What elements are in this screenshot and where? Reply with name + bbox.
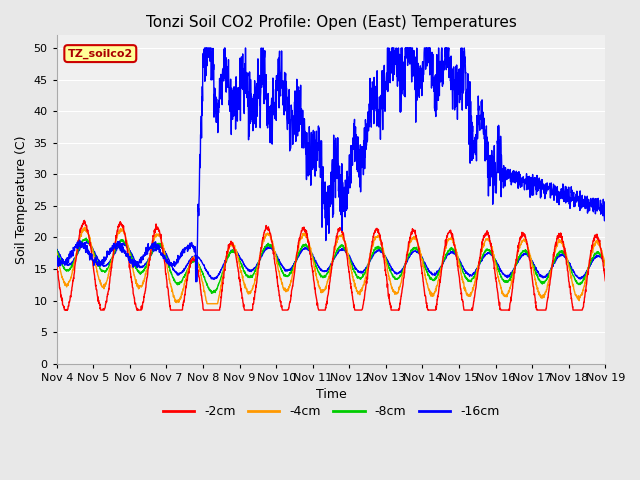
Y-axis label: Soil Temperature (C): Soil Temperature (C) [15, 135, 28, 264]
Text: TZ_soilco2: TZ_soilco2 [68, 48, 133, 59]
X-axis label: Time: Time [316, 388, 346, 401]
Legend: -2cm, -4cm, -8cm, -16cm: -2cm, -4cm, -8cm, -16cm [158, 400, 504, 423]
Title: Tonzi Soil CO2 Profile: Open (East) Temperatures: Tonzi Soil CO2 Profile: Open (East) Temp… [145, 15, 516, 30]
